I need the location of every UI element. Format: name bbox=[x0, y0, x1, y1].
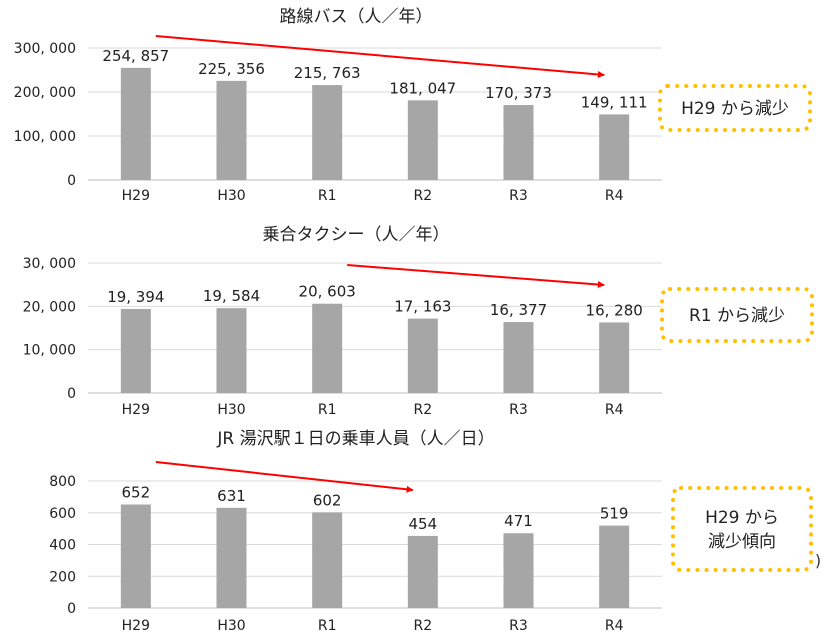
data-label: 471 bbox=[504, 512, 533, 530]
margin-paren: ) bbox=[815, 551, 821, 570]
y-tick-label: 200, 000 bbox=[14, 85, 76, 101]
y-tick-label: 0 bbox=[67, 386, 76, 402]
data-label: 225, 356 bbox=[198, 60, 265, 78]
bar-R4 bbox=[599, 322, 630, 393]
data-label: 170, 373 bbox=[485, 84, 552, 102]
data-label: 20, 603 bbox=[299, 283, 356, 301]
data-label: 16, 280 bbox=[586, 301, 643, 319]
data-label: 149, 111 bbox=[581, 93, 648, 111]
data-label: 17, 163 bbox=[394, 298, 451, 316]
bar-R1 bbox=[312, 303, 343, 393]
data-label: 652 bbox=[122, 483, 151, 501]
y-tick-label: 600 bbox=[49, 506, 76, 522]
bar-H29 bbox=[120, 504, 151, 608]
data-label: 181, 047 bbox=[389, 79, 456, 97]
x-tick-label: R3 bbox=[509, 618, 528, 634]
x-tick-label: H30 bbox=[217, 402, 245, 418]
data-label: 602 bbox=[313, 491, 342, 509]
trend-arrow bbox=[155, 461, 414, 493]
bar-R3 bbox=[503, 533, 534, 608]
y-tick-label: 100, 000 bbox=[14, 129, 76, 145]
bar-R1 bbox=[312, 512, 343, 608]
x-tick-label: R2 bbox=[414, 618, 433, 634]
x-tick-label: R1 bbox=[318, 402, 337, 418]
callout-text: R1 から減少 bbox=[689, 306, 785, 326]
bar-H30 bbox=[216, 507, 247, 608]
chart-title: 乗合タクシー（人／年） bbox=[263, 225, 450, 245]
x-tick-label: R1 bbox=[318, 618, 337, 634]
x-tick-label: R3 bbox=[509, 402, 528, 418]
x-tick-label: R3 bbox=[509, 188, 528, 204]
x-tick-label: H29 bbox=[122, 618, 150, 634]
chart-3: JR 湯沢駅１日の乗車人員（人／日） 0 200 400 600 800 652 H29 631… bbox=[49, 429, 813, 634]
data-label: 19, 584 bbox=[203, 287, 260, 305]
data-label: 215, 763 bbox=[294, 64, 361, 82]
data-label: 631 bbox=[217, 487, 246, 505]
bar-H30 bbox=[216, 308, 247, 393]
y-tick-label: 800 bbox=[49, 474, 76, 490]
x-tick-label: R2 bbox=[414, 188, 433, 204]
callout-box bbox=[658, 84, 812, 132]
callout-text: 減少傾向 bbox=[708, 532, 776, 552]
y-tick-label: 0 bbox=[67, 601, 76, 617]
trend-arrow bbox=[155, 35, 605, 78]
x-tick-label: H30 bbox=[217, 618, 245, 634]
bar-H30 bbox=[216, 80, 247, 180]
trend-arrow bbox=[347, 264, 605, 289]
y-tick-label: 300, 000 bbox=[14, 41, 76, 57]
bar-R2 bbox=[407, 100, 438, 180]
y-tick-label: 0 bbox=[67, 173, 76, 189]
data-label: 254, 857 bbox=[102, 47, 169, 65]
bar-R2 bbox=[407, 318, 438, 393]
chart-title: JR 湯沢駅１日の乗車人員（人／日） bbox=[216, 429, 494, 449]
callout-box bbox=[671, 486, 813, 572]
x-tick-label: R4 bbox=[605, 402, 624, 418]
bar-H29 bbox=[120, 67, 151, 180]
bar-R4 bbox=[599, 114, 630, 180]
chart-title: 路線バス（人／年） bbox=[280, 7, 433, 27]
x-tick-label: H29 bbox=[122, 402, 150, 418]
data-label: 454 bbox=[409, 515, 438, 533]
x-tick-label: R1 bbox=[318, 188, 337, 204]
bar-H29 bbox=[120, 308, 151, 393]
y-tick-label: 10, 000 bbox=[23, 343, 76, 359]
x-tick-label: H30 bbox=[217, 188, 245, 204]
data-label: 19, 394 bbox=[107, 288, 164, 306]
callout-box bbox=[660, 287, 814, 343]
x-tick-label: H29 bbox=[122, 188, 150, 204]
data-label: 16, 377 bbox=[490, 301, 547, 319]
y-tick-label: 400 bbox=[49, 538, 76, 554]
callout-text: H29 から bbox=[705, 508, 779, 528]
bar-R1 bbox=[312, 85, 343, 180]
bar-R3 bbox=[503, 322, 534, 393]
bar-R4 bbox=[599, 525, 630, 608]
x-tick-label: R2 bbox=[414, 402, 433, 418]
x-tick-label: R4 bbox=[605, 618, 624, 634]
bar-R3 bbox=[503, 105, 534, 180]
y-tick-label: 20, 000 bbox=[23, 299, 76, 315]
data-label: 519 bbox=[600, 505, 629, 523]
bar-R2 bbox=[407, 535, 438, 608]
chart-2: 乗合タクシー（人／年） 0 10, 000 20, 000 30, 000 19, 394… bbox=[23, 225, 814, 418]
callout-text: H29 から減少 bbox=[681, 99, 789, 119]
y-tick-label: 200 bbox=[49, 569, 76, 585]
x-tick-label: R4 bbox=[605, 188, 624, 204]
chart-1: 路線バス（人／年） 0 100, 000 200, 000 300, 000 254, 8… bbox=[14, 7, 812, 204]
y-tick-label: 30, 000 bbox=[23, 256, 76, 272]
